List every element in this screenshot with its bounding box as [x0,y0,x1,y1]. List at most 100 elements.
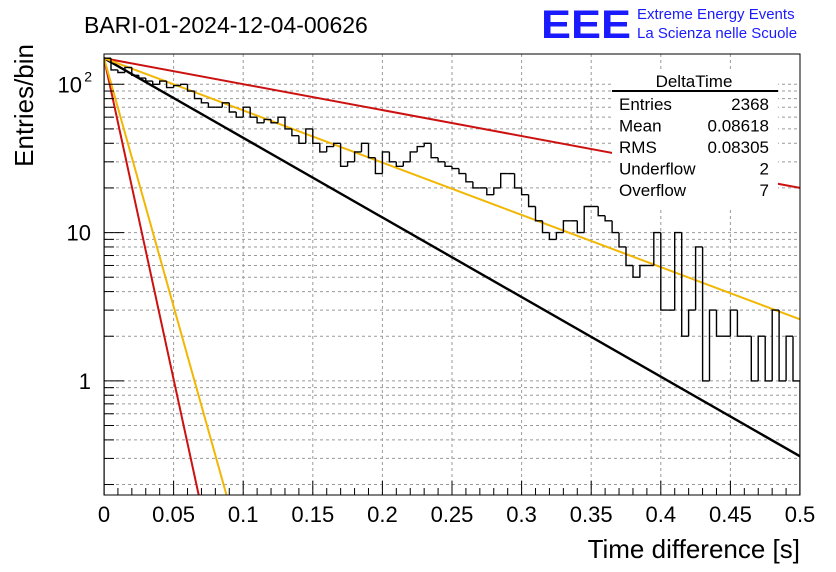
histogram-bin [534,206,543,222]
histogram-bin [437,157,445,163]
histogram-bin [207,102,216,108]
histogram-bin [367,143,376,159]
axis-ticks [103,83,801,495]
histogram-bin [562,220,571,233]
x-tick-label: 0.4 [646,502,677,527]
histogram-bin [131,67,139,76]
histogram-bin [701,246,710,382]
eee-logo-line1: Extreme Energy Events [637,6,795,23]
histogram-bin [395,161,404,167]
histogram-bin [639,264,647,278]
histogram-bin [604,215,613,222]
stats-label: Overflow [619,181,687,200]
x-tick-label: 0.3 [506,502,537,527]
histogram-bin [520,187,529,196]
x-axis-title: Time difference [s] [588,534,800,564]
histogram-bin [145,78,153,82]
x-tick-label: 0.25 [431,502,474,527]
histogram-bin [792,336,800,382]
histogram-bin [632,265,640,278]
x-tick-label: 0.35 [570,502,613,527]
stats-value: 2 [760,160,769,179]
axis-tick-labels: 0 0.05 0.1 0.15 0.2 0.25 0.3 0.35 0.4 0.45 0.5 1 10 1… [58,68,816,527]
eee-logo-line2: La Scienza nelle Scuole [637,25,797,42]
stats-label: Entries [619,95,672,114]
histogram-bin [339,143,348,167]
histogram-bin [430,143,439,159]
stats-label: Underflow [619,160,696,179]
histogram-bin [305,128,313,144]
histogram-bin [757,335,766,381]
histogram-bin [493,187,501,195]
histogram-bin [513,173,522,189]
stats-label: RMS [619,138,657,157]
histogram-bin [750,336,759,382]
histogram-bin [465,173,473,183]
histogram-bin [736,310,745,337]
histogram-bin [576,220,585,234]
histogram-bin [228,102,237,113]
fit-curve-fit [104,57,800,458]
x-tick-label: 0.15 [291,502,334,527]
histogram-bin [785,335,793,381]
histogram-bin [179,83,188,86]
histogram-bin [583,205,592,233]
histogram-bin [458,168,466,175]
histogram-bin [186,84,195,92]
histogram-bin [312,128,320,144]
histogram-bin [402,161,411,167]
histogram-bin [353,151,362,162]
histogram-bin [625,246,633,267]
histogram-bin [124,66,132,73]
y-tick-label: 1 [79,369,91,394]
histogram-bin [653,231,661,266]
x-tick-label: 0.45 [709,502,752,527]
histogram-bin [674,231,682,311]
histogram-bin [694,246,703,311]
histogram-bin [618,232,626,248]
histogram-bin [270,119,278,124]
histogram-bin [326,145,334,152]
histogram-bin [193,91,202,100]
x-tick-label: 0.5 [785,502,816,527]
histogram-bin [291,128,299,137]
y-axis-title: Entries/bin [9,44,39,167]
histogram-bin [708,309,717,381]
histogram-bin [500,172,508,188]
stats-title: DeltaTime [656,72,733,91]
histogram-bin [110,58,118,71]
histogram-bin [687,309,696,337]
histogram-bin [165,81,174,89]
histogram-bin [381,151,390,174]
histogram-bin [117,69,125,74]
histogram-bin [346,161,355,167]
histogram-bin [764,336,773,382]
histogram-bin [778,310,787,382]
stats-label: Mean [619,117,662,136]
histogram-bin [221,102,230,108]
y-tick-label: 10 [67,221,91,246]
stats-box: DeltaTime Entries 2368 Mean 0.08618 RMS 0.083… [612,70,778,210]
histogram-bin [256,117,265,124]
run-title: BARI-01-2024-12-04-00626 [84,12,368,38]
histogram-bin [444,161,452,167]
histogram-bin [715,310,724,337]
stats-value: 0.08618 [708,117,769,136]
histogram-bin [152,81,160,85]
x-tick-label: 0.2 [367,502,398,527]
histogram-bin [660,232,668,311]
histogram-bin [360,142,369,152]
x-tick-label: 0.1 [228,502,259,527]
histogram-bin [416,145,425,152]
histogram-bin [486,187,494,196]
histogram-bin [729,309,738,337]
histogram-bin [388,151,397,163]
histogram-bin [159,80,167,85]
eee-logo-mark: EEE [541,3,631,47]
histogram-bin [263,118,271,123]
histogram-bin [104,57,111,495]
x-tick-label: 0.05 [152,502,195,527]
histogram-bin [172,84,181,88]
histogram-bin [597,206,606,217]
